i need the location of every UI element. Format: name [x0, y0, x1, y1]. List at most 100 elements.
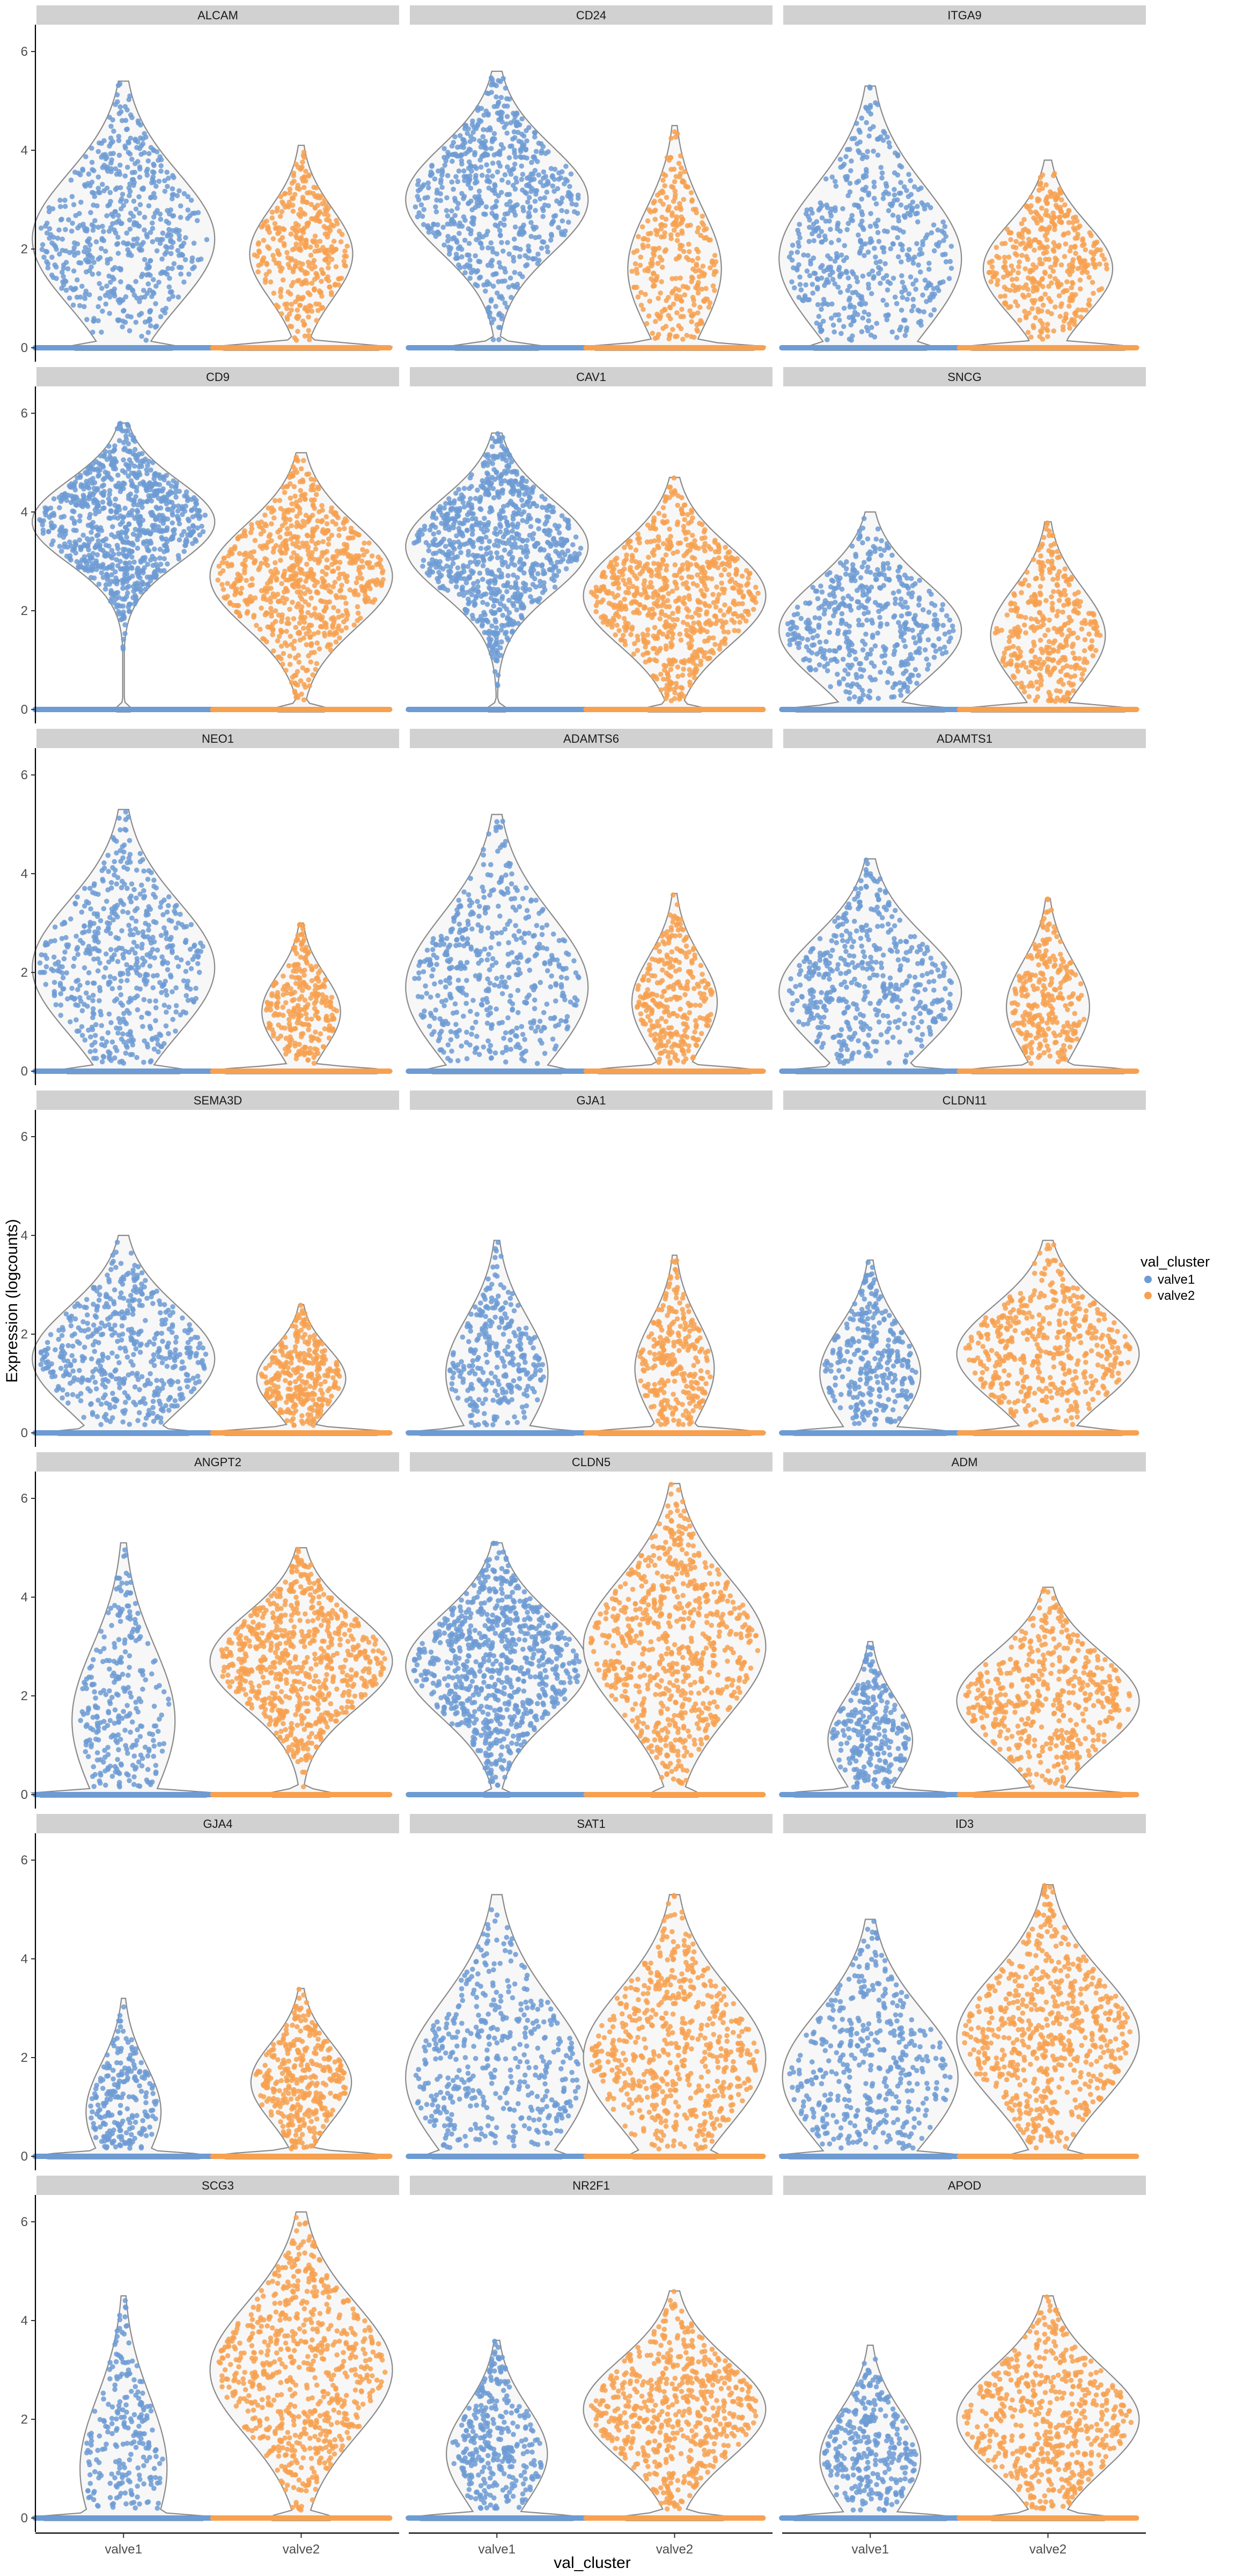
data-point — [362, 540, 367, 546]
data-point — [466, 240, 472, 246]
data-point — [501, 145, 506, 151]
data-point — [162, 178, 167, 184]
data-point — [668, 135, 674, 141]
data-point — [871, 179, 877, 185]
data-point — [1021, 217, 1027, 222]
data-point — [1053, 304, 1058, 310]
data-point — [892, 192, 897, 198]
data-point — [235, 572, 241, 577]
data-point — [160, 486, 166, 492]
data-point — [300, 625, 306, 631]
data-point — [694, 322, 700, 327]
data-point — [489, 210, 495, 216]
data-point — [540, 144, 546, 149]
data-point — [156, 524, 161, 530]
data-point — [232, 544, 238, 550]
data-point — [462, 237, 468, 243]
data-point — [908, 192, 914, 197]
data-point — [1028, 203, 1034, 209]
data-point — [158, 157, 164, 163]
data-point — [886, 208, 892, 214]
data-point — [1045, 334, 1050, 339]
data-point — [129, 177, 135, 182]
data-point — [141, 459, 147, 464]
data-point — [794, 250, 800, 255]
data-point — [841, 162, 847, 167]
data-point — [662, 307, 668, 313]
data-point — [290, 507, 296, 513]
data-point — [62, 544, 67, 550]
data-point — [536, 518, 542, 524]
data-point — [566, 189, 571, 195]
data-point — [109, 547, 115, 553]
data-point — [836, 317, 842, 323]
data-point — [335, 566, 341, 571]
data-point — [280, 662, 285, 667]
data-point — [908, 213, 913, 218]
data-point — [670, 327, 675, 332]
data-point — [295, 186, 300, 191]
data-point — [856, 127, 862, 133]
data-point — [278, 630, 284, 635]
data-point — [461, 145, 467, 150]
data-point — [416, 188, 421, 194]
data-point — [39, 518, 44, 524]
data-point — [1019, 253, 1025, 258]
data-point — [475, 105, 481, 111]
data-point — [323, 257, 329, 262]
data-point — [449, 208, 454, 214]
data-point — [49, 541, 55, 547]
data-point — [144, 538, 150, 544]
data-point — [914, 241, 919, 246]
data-point — [492, 182, 497, 187]
data-point — [848, 216, 854, 222]
data-point — [438, 197, 444, 203]
data-point — [330, 554, 336, 560]
data-point — [532, 130, 538, 135]
data-point — [289, 501, 295, 507]
data-point — [135, 545, 141, 551]
data-point — [316, 210, 322, 216]
data-point — [123, 294, 129, 299]
data-point — [926, 260, 932, 266]
data-point — [494, 104, 500, 109]
data-point — [144, 172, 150, 178]
data-point — [289, 180, 295, 186]
data-point — [681, 196, 687, 202]
data-point — [301, 682, 307, 687]
data-point — [485, 178, 491, 184]
data-point — [488, 240, 494, 246]
data-point — [648, 231, 653, 236]
data-point — [485, 112, 491, 118]
data-point — [860, 173, 866, 179]
data-point — [115, 213, 121, 218]
data-point — [319, 503, 325, 508]
data-point — [105, 169, 111, 174]
data-point — [457, 133, 463, 138]
data-point — [108, 508, 114, 514]
data-point — [252, 538, 258, 543]
data-point — [128, 135, 134, 141]
data-point — [499, 110, 505, 115]
data-point — [506, 464, 511, 470]
data-point — [866, 191, 872, 196]
data-point — [642, 236, 647, 241]
data-point — [492, 543, 497, 548]
data-point — [52, 242, 57, 248]
data-point — [63, 288, 69, 293]
data-point — [466, 226, 472, 232]
data-point — [356, 565, 362, 570]
data-point — [558, 536, 564, 542]
data-point — [456, 262, 461, 268]
data-point — [1038, 180, 1043, 186]
data-point — [185, 194, 191, 200]
data-point — [452, 516, 457, 522]
data-point — [1053, 276, 1058, 281]
data-point — [439, 172, 445, 178]
data-point — [665, 207, 671, 212]
data-point — [440, 224, 446, 230]
data-point — [189, 259, 195, 264]
data-point — [219, 582, 225, 587]
data-point — [262, 612, 268, 618]
data-point — [512, 284, 517, 290]
